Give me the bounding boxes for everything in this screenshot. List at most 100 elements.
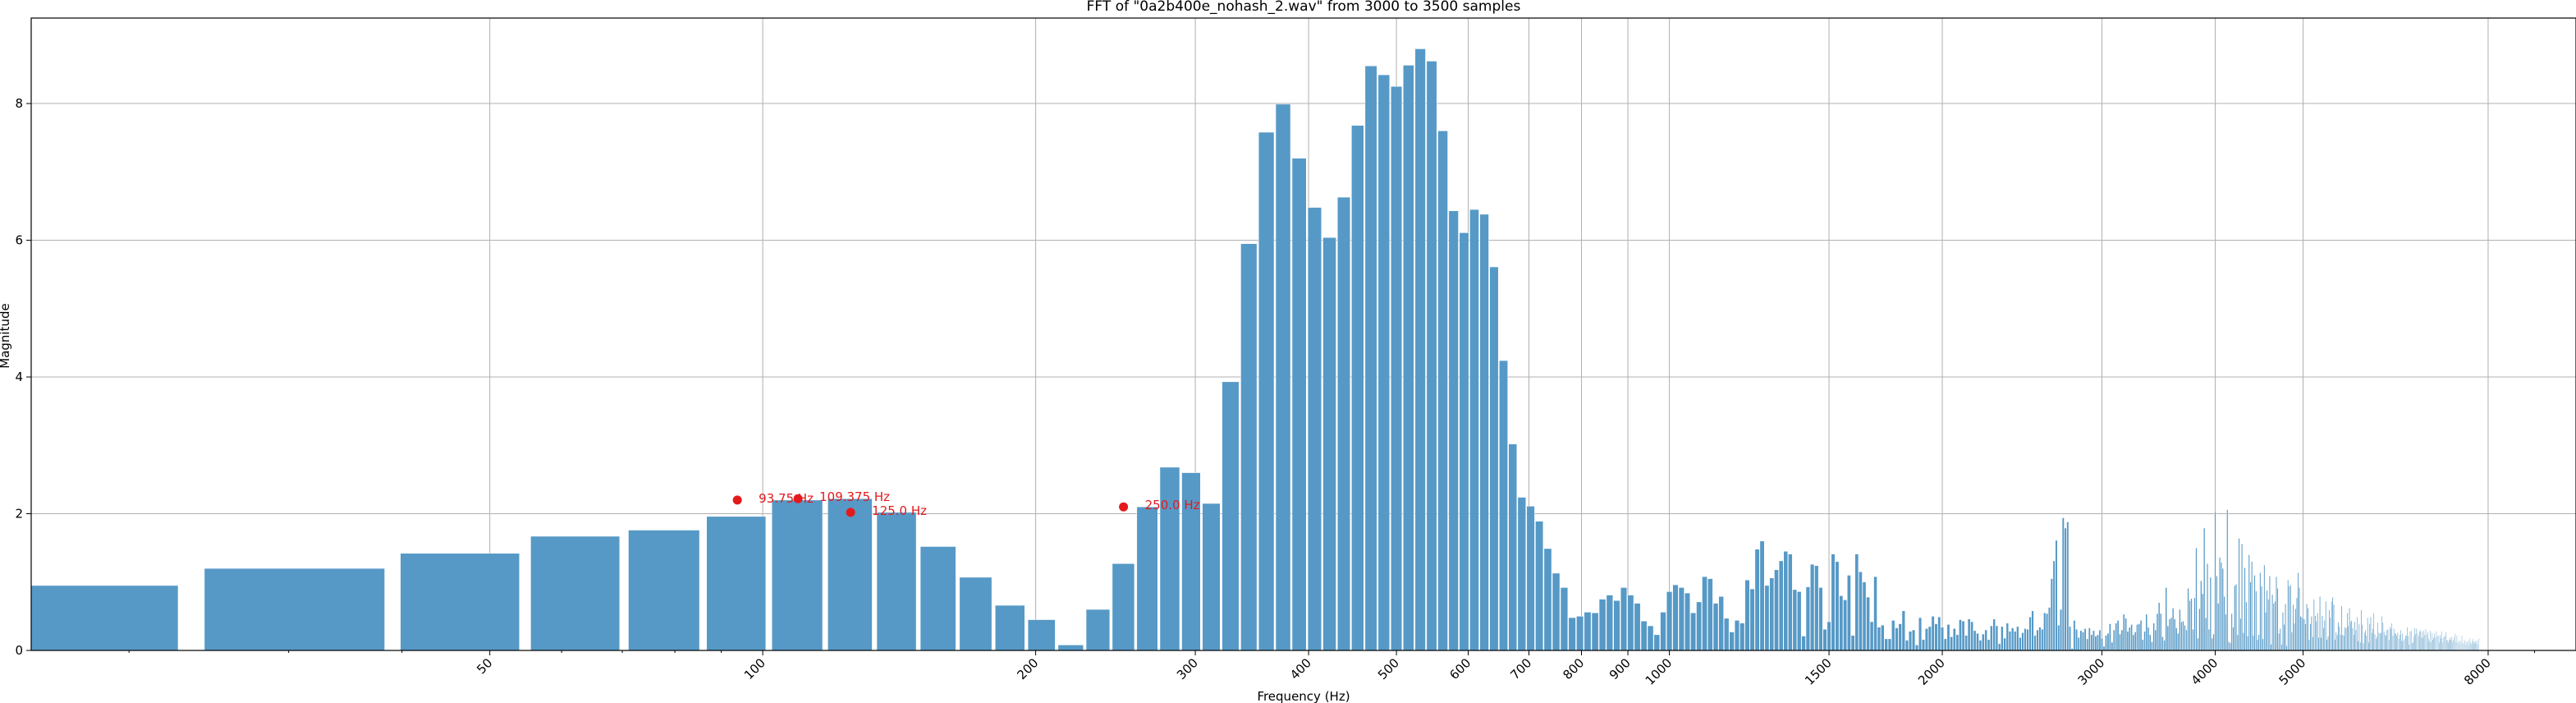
bar bbox=[2378, 632, 2380, 651]
bar bbox=[2171, 608, 2175, 651]
peak-label: 93.75 Hz bbox=[759, 491, 814, 506]
bar bbox=[2115, 623, 2118, 651]
bar bbox=[2294, 608, 2297, 651]
bar bbox=[2355, 629, 2357, 651]
bar bbox=[2359, 641, 2362, 651]
bar bbox=[2392, 635, 2394, 651]
bar bbox=[2102, 646, 2106, 651]
peak-marker bbox=[793, 494, 803, 503]
bar bbox=[2252, 635, 2254, 651]
bar bbox=[1499, 360, 1508, 651]
bar bbox=[2139, 620, 2143, 651]
bar bbox=[2180, 621, 2183, 651]
bar bbox=[1881, 624, 1885, 651]
bar bbox=[1978, 640, 1982, 651]
bar bbox=[1437, 131, 1448, 651]
bar bbox=[2156, 613, 2159, 651]
bar bbox=[2257, 634, 2260, 651]
bar bbox=[1964, 635, 1968, 651]
bar bbox=[2083, 628, 2087, 651]
bar bbox=[1552, 572, 1561, 651]
bar bbox=[2043, 612, 2047, 651]
bar bbox=[1666, 591, 1673, 651]
bar bbox=[1862, 581, 1867, 651]
bar bbox=[1606, 595, 1614, 651]
bar bbox=[2395, 635, 2398, 651]
bar bbox=[2296, 597, 2298, 651]
bar bbox=[2410, 630, 2412, 651]
bar bbox=[2367, 617, 2368, 651]
bar bbox=[2248, 554, 2250, 651]
bar bbox=[2219, 557, 2221, 651]
peak-label: 125.0 Hz bbox=[872, 503, 927, 518]
bar bbox=[827, 498, 873, 651]
bar bbox=[1759, 540, 1765, 651]
bar bbox=[2263, 564, 2266, 651]
bar bbox=[2077, 636, 2080, 651]
bar bbox=[1159, 466, 1180, 651]
bar bbox=[1568, 617, 1576, 651]
bar bbox=[1847, 575, 1851, 651]
bar bbox=[1877, 627, 1882, 651]
bar bbox=[530, 535, 621, 651]
bar bbox=[1943, 638, 1947, 651]
bar bbox=[1322, 237, 1336, 651]
bar bbox=[1805, 586, 1811, 651]
bar bbox=[2010, 627, 2015, 651]
bar bbox=[2003, 637, 2006, 651]
bar bbox=[2401, 632, 2404, 651]
bar bbox=[2031, 610, 2034, 651]
bar bbox=[2138, 623, 2141, 651]
bar bbox=[2434, 632, 2436, 651]
bar bbox=[1952, 628, 1956, 651]
bar bbox=[2234, 585, 2236, 651]
bar bbox=[1543, 548, 1552, 651]
bar bbox=[2116, 620, 2120, 651]
bar bbox=[2026, 628, 2029, 651]
bar bbox=[1426, 61, 1437, 651]
bar bbox=[2407, 636, 2409, 651]
bar bbox=[2147, 627, 2150, 651]
bar bbox=[2398, 638, 2400, 651]
bar bbox=[2244, 567, 2246, 651]
bar bbox=[2381, 616, 2383, 651]
bar bbox=[2229, 642, 2231, 651]
bar bbox=[2232, 627, 2235, 651]
bar bbox=[2360, 609, 2363, 651]
bar bbox=[1839, 595, 1844, 651]
bar bbox=[1859, 572, 1863, 651]
bar bbox=[2271, 594, 2274, 651]
bar bbox=[2259, 572, 2262, 651]
bar bbox=[2223, 595, 2225, 651]
bar bbox=[2019, 636, 2022, 651]
bar bbox=[2061, 517, 2065, 651]
x-tick-label: 700 bbox=[1507, 655, 1534, 682]
bar bbox=[2052, 560, 2056, 651]
bar bbox=[1946, 624, 1950, 651]
bar bbox=[2267, 599, 2270, 651]
bar bbox=[2477, 637, 2480, 651]
bar bbox=[2311, 616, 2312, 651]
bar bbox=[1744, 580, 1750, 651]
bar bbox=[2203, 527, 2206, 651]
bar bbox=[2312, 636, 2314, 651]
bar bbox=[2163, 640, 2166, 651]
bar bbox=[2297, 572, 2299, 651]
bar bbox=[2406, 627, 2409, 651]
bar bbox=[2413, 636, 2415, 651]
bar bbox=[2278, 632, 2280, 651]
bar bbox=[1414, 48, 1426, 651]
bar bbox=[1647, 625, 1654, 651]
x-tick-label: 50 bbox=[474, 655, 495, 677]
bar bbox=[1997, 643, 2001, 651]
bar bbox=[2001, 626, 2004, 651]
bar bbox=[2418, 636, 2419, 651]
bar bbox=[1904, 640, 1909, 651]
bar bbox=[2423, 630, 2425, 651]
bar bbox=[2368, 623, 2371, 651]
bar bbox=[2379, 632, 2381, 651]
bar bbox=[1843, 600, 1848, 651]
bar bbox=[1967, 618, 1971, 651]
bar bbox=[204, 567, 385, 651]
